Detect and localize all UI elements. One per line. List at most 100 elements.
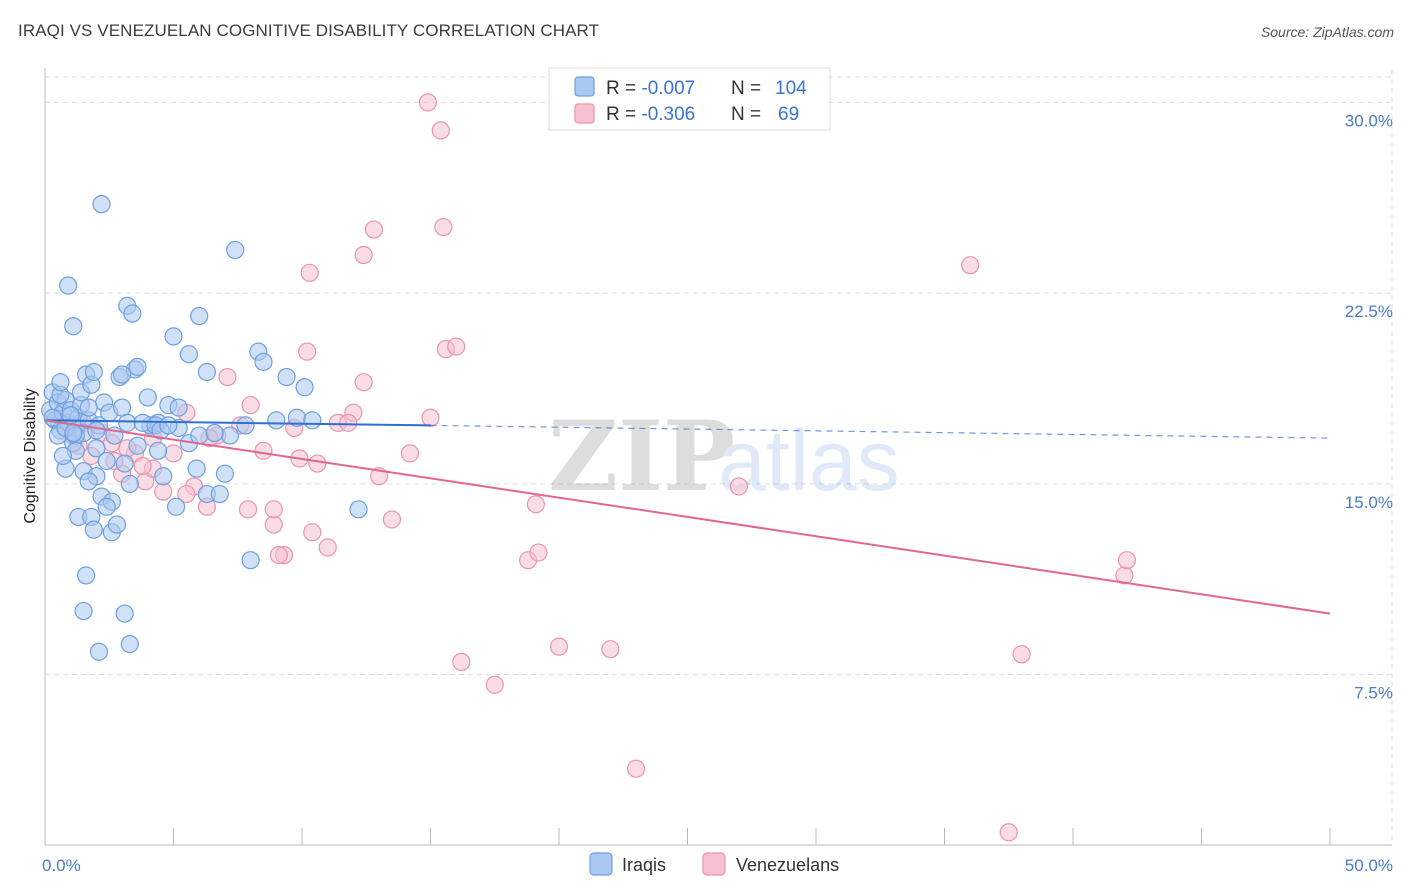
legend-venezuelans-r-label: R =	[606, 104, 641, 125]
iraqis-point	[112, 398, 132, 417]
y-tick-labels: 7.5% 15.0% 22.5% 30.0%	[1345, 111, 1393, 702]
legend-venezuelans-swatch	[574, 103, 595, 124]
iraqis-point	[107, 515, 127, 534]
venezuelans-point	[154, 482, 173, 501]
iraqis-point	[205, 423, 224, 443]
iraqis-point	[87, 421, 106, 440]
legend-iraqis-n-value: 104	[775, 78, 807, 99]
chart-source: Source: ZipAtlas.com	[1260, 24, 1394, 40]
iraqis-point	[295, 378, 314, 397]
iraqis-point	[169, 398, 188, 417]
venezuelans-point	[354, 373, 373, 392]
iraqis-point	[159, 416, 178, 435]
iraqis-point	[64, 423, 83, 443]
legend-iraqis-r-label: R =	[606, 78, 641, 99]
iraqis-point	[53, 446, 73, 466]
venezuelans-point	[999, 823, 1018, 842]
iraqis-point	[190, 426, 209, 445]
iraqis-point	[197, 362, 217, 382]
venezuelans-point	[241, 395, 260, 415]
iraqis-point	[84, 362, 103, 382]
venezuelans-point	[400, 444, 420, 463]
iraqis-trend-extension	[430, 424, 1331, 439]
venezuelans-point	[729, 477, 749, 496]
iraqis-point	[120, 634, 139, 654]
iraqis-point	[241, 551, 260, 570]
bottom-legend-iraqis-swatch	[589, 852, 613, 876]
iraqis-point	[220, 426, 240, 445]
venezuelans-point	[264, 500, 283, 519]
iraqis-point	[74, 601, 93, 621]
iraqis-point	[51, 373, 70, 392]
watermark-atlas: atlas	[718, 413, 900, 509]
iraqis-point	[120, 474, 139, 493]
grid-layer	[45, 70, 1393, 845]
venezuelans-point	[434, 217, 453, 237]
iraqis-point	[349, 500, 368, 519]
iraqis-point	[236, 416, 255, 435]
iraqis-point	[164, 327, 183, 346]
venezuelans-point	[164, 444, 183, 463]
venezuelans-trend-line	[44, 419, 1331, 615]
legend-top-box	[548, 67, 831, 131]
iraqis-point	[154, 467, 173, 486]
iraqis-point	[64, 317, 83, 336]
venezuelans-point	[364, 220, 384, 239]
venezuelans-point	[447, 337, 466, 356]
iraqis-point	[254, 352, 273, 371]
iraqis-point	[128, 357, 147, 377]
axes-layer	[44, 68, 1392, 846]
bottom-legend-iraqis-label: Iraqis	[622, 855, 666, 875]
venezuelans-point	[339, 413, 358, 432]
iraqis-point	[79, 398, 98, 417]
venezuelans-point	[177, 484, 196, 504]
chart-title: IRAQI VS VENEZUELAN COGNITIVE DISABILITY…	[18, 21, 600, 40]
y-tick-label: 22.5%	[1345, 302, 1393, 321]
venezuelans-point	[269, 545, 288, 565]
venezuelans-point	[418, 93, 438, 112]
venezuelans-point	[431, 121, 450, 140]
y-tick-label: 30.0%	[1345, 111, 1393, 130]
watermark-zip: ZIP	[548, 400, 735, 513]
venezuelans-point	[421, 408, 440, 427]
legend-iraqis-r-value: -0.007	[641, 78, 695, 99]
iraqis-point	[84, 520, 103, 539]
iraqis-point	[226, 240, 245, 260]
iraqis-point	[210, 484, 229, 504]
venezuelans-points	[48, 93, 1137, 842]
bottom-legend-venezuelans-swatch	[702, 852, 726, 876]
x-tick-label: 50.0%	[1345, 856, 1393, 875]
venezuelans-point	[264, 515, 283, 534]
iraqis-point	[148, 441, 168, 460]
legend-iraqis-swatch	[574, 76, 595, 97]
iraqis-point	[89, 642, 109, 661]
iraqis-point	[166, 497, 186, 516]
legend-venezuelans-r-value: -0.306	[641, 104, 695, 125]
legend-venezuelans-n-label: N =	[731, 104, 766, 125]
y-tick-label: 7.5%	[1354, 684, 1393, 703]
venezuelans-point	[1117, 551, 1137, 570]
venezuelans-point	[354, 245, 373, 265]
venezuelans-point	[300, 263, 319, 282]
iraqis-point	[92, 195, 111, 214]
iraqis-point	[138, 388, 157, 407]
iraqis-point	[115, 454, 134, 473]
venezuelans-point	[601, 640, 620, 659]
venezuelans-point	[298, 342, 317, 361]
venezuelans-point	[303, 523, 322, 542]
iraqis-point	[190, 306, 209, 326]
venezuelans-point	[1012, 645, 1031, 664]
legend-top: R = -0.007 N = 104 R = -0.306 N = 69	[548, 67, 831, 131]
legend-iraqis-stats: R = -0.007 N = 104	[606, 78, 807, 99]
y-axis-label: Cognitive Disability	[22, 388, 39, 523]
iraqis-point	[112, 365, 132, 384]
iraqis-trend-line	[44, 419, 431, 427]
venezuelans-point	[452, 652, 471, 672]
iraqis-point	[123, 304, 142, 323]
venezuelans-point	[549, 637, 569, 656]
y-tick-label: 15.0%	[1345, 493, 1393, 512]
iraqis-point	[115, 604, 134, 623]
bottom-legend-venezuelans-label: Venezuelans	[736, 855, 839, 875]
x-tick-labels: 0.0% 50.0%	[42, 856, 1393, 875]
